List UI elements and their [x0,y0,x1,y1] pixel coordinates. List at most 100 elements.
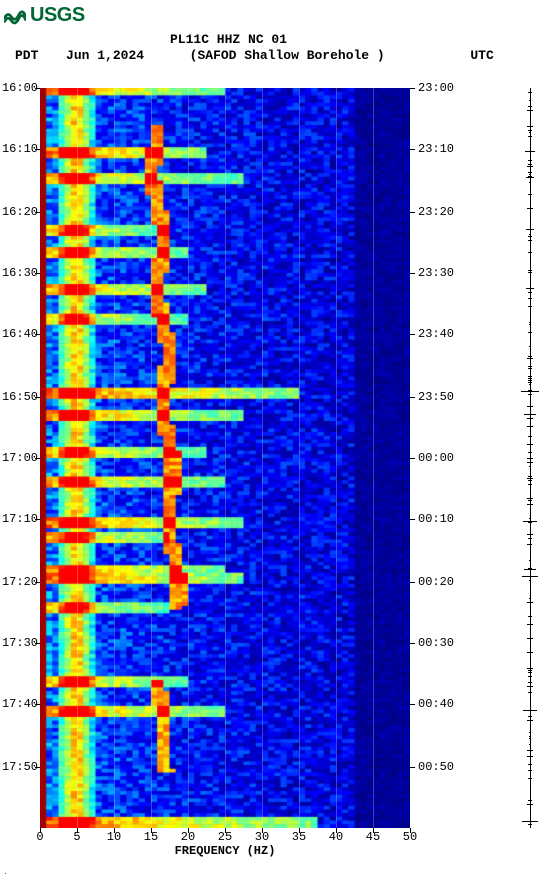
y-right-tick-label: 00:30 [418,636,454,650]
seismogram-noise [529,732,531,733]
seismogram-noise [528,616,532,617]
y-right-tick-mark [410,212,415,213]
y-right-tick-label: 23:40 [418,327,454,341]
seismogram-noise [527,166,533,167]
seismogram-noise [528,800,533,801]
y-right-tick-mark [410,767,415,768]
y-right-tick-label: 23:10 [418,142,454,156]
y-left-tick-label: 16:30 [2,266,38,280]
y-left-tick-label: 16:00 [2,81,38,95]
seismogram-spike [523,710,537,711]
seismogram-noise [528,394,532,395]
gridline [373,88,374,828]
y-left-tick-label: 16:50 [2,390,38,404]
seismogram-noise [528,382,533,383]
usgs-logo: USGS [4,4,85,27]
y-right-tick-mark [410,149,415,150]
seismogram-spike [526,177,535,178]
y-left-tick-mark [35,643,40,644]
gridline [188,88,189,828]
seismogram-noise [529,736,531,737]
seismogram-noise [529,346,532,347]
seismogram-noise [527,668,533,669]
x-tick-mark [262,828,263,833]
seismogram-noise [527,750,532,751]
seismogram-noise [529,132,532,133]
seismogram-noise [527,406,532,407]
seismogram-noise [528,538,531,539]
seismogram-spike [522,576,537,577]
seismogram-noise [527,652,533,653]
seismogram-noise [528,376,532,377]
x-tick-mark [336,828,337,833]
seismogram-noise [528,160,532,161]
y-left-tick-mark [35,149,40,150]
x-tick-mark [77,828,78,833]
y-left-tick-label: 16:10 [2,142,38,156]
seismogram-noise [528,332,532,333]
seismogram-noise [528,380,531,381]
seismogram-spike [523,521,537,522]
seismogram-noise [529,580,532,581]
seismogram-noise [529,744,532,745]
seismogram-noise [528,172,532,173]
gridline [336,88,337,828]
footnote: . [4,866,7,877]
gridline [114,88,115,828]
seismogram-noise [528,292,532,293]
x-axis-title: FREQUENCY (HZ) [175,844,276,858]
seismogram-noise [527,498,533,499]
seismogram-noise [528,682,532,683]
y-right-tick-mark [410,397,415,398]
y-left-tick-mark [35,88,40,89]
y-left-tick-label: 17:00 [2,451,38,465]
gridline [299,88,300,828]
seismogram-noise [529,560,532,561]
seismogram-noise [527,478,532,479]
y-right-tick-label: 00:40 [418,697,454,711]
seismogram-strip [520,88,540,828]
seismogram-noise [528,452,533,453]
date-label: Jun 1,2024 [66,48,144,63]
seismogram-noise [528,522,532,523]
seismogram-spike [525,151,535,152]
seismogram-spike [522,821,539,822]
y-right-tick-label: 00:50 [418,760,454,774]
seismogram-noise [528,298,532,299]
y-right-tick-mark [410,88,415,89]
y-left-tick-mark [35,334,40,335]
y-right-tick-mark [410,643,415,644]
y-left-tick-label: 16:40 [2,327,38,341]
y-left-tick-mark [35,519,40,520]
seismogram-noise [527,458,532,459]
seismogram-noise [528,436,531,437]
gridline [225,88,226,828]
tz-left-label: PDT [15,48,38,63]
seismogram-noise [527,534,532,535]
seismogram-spike [521,391,539,392]
header-line-2: PDT Jun 1,2024 (SAFOD Shallow Borehole )… [15,48,494,63]
seismogram-noise [529,466,531,467]
y-left-tick-mark [35,458,40,459]
seismogram-noise [528,500,532,501]
seismogram-noise [528,716,533,717]
y-left-tick-mark [35,767,40,768]
logo-text: USGS [30,4,85,27]
seismogram-noise [527,358,532,359]
seismogram-noise [528,824,531,825]
seismogram-noise [527,110,533,111]
seismogram-noise [529,182,531,183]
y-right-tick-mark [410,704,415,705]
y-right-tick-label: 23:50 [418,390,454,404]
y-left-tick-mark [35,397,40,398]
seismogram-spike [524,414,536,415]
seismogram-noise [529,738,531,739]
x-tick-mark [299,828,300,833]
y-right-tick-label: 00:10 [418,512,454,526]
seismogram-noise [527,602,533,603]
seismogram-noise [528,270,532,271]
seismogram-noise [528,366,532,367]
location-label: (SAFOD Shallow Borehole ) [190,48,385,63]
seismogram-noise [529,324,531,325]
seismogram-noise [527,462,532,463]
